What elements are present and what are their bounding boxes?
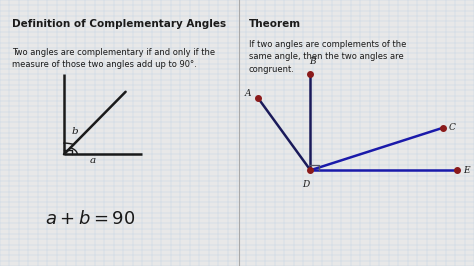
Text: Definition of Complementary Angles: Definition of Complementary Angles (12, 19, 226, 29)
Text: Two angles are complementary if and only if the
measure of those two angles add : Two angles are complementary if and only… (12, 48, 215, 69)
Text: b: b (72, 127, 78, 136)
Text: E: E (463, 166, 470, 175)
Text: If two angles are complements of the
same angle, then the two angles are
congrue: If two angles are complements of the sam… (249, 40, 406, 74)
Text: $a + b = 90$: $a + b = 90$ (45, 210, 135, 228)
Text: D: D (302, 180, 310, 189)
Text: Theorem: Theorem (249, 19, 301, 29)
Text: B: B (310, 57, 316, 66)
Text: C: C (449, 123, 456, 132)
Text: A: A (245, 89, 251, 98)
Text: a: a (90, 156, 95, 165)
